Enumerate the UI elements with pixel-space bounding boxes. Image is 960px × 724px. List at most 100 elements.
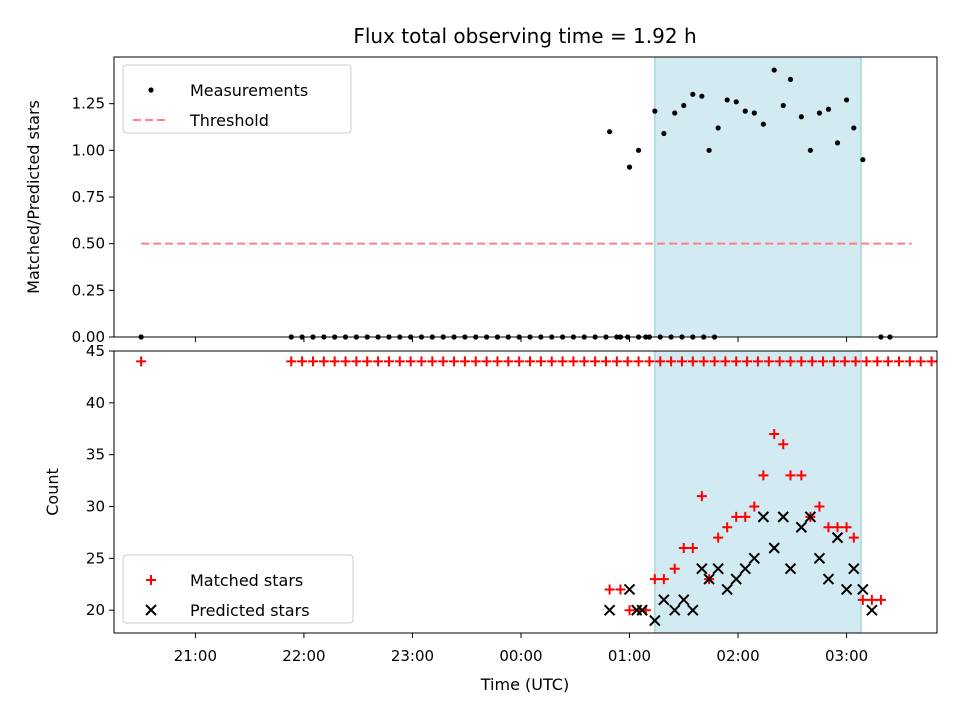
matched-stars-point — [481, 356, 492, 367]
matched-stars-point — [633, 356, 644, 367]
predicted-stars-point — [603, 604, 616, 616]
matched-stars-point — [796, 470, 807, 481]
top-y-tick-label: 0.50 — [72, 235, 105, 253]
matched-stars-point — [698, 356, 709, 367]
x-tick-label: 23:00 — [391, 647, 434, 665]
matched-stars-point — [828, 356, 839, 367]
matched-stars-point — [894, 356, 905, 367]
matched-stars-point — [720, 356, 731, 367]
predicted-stars-point — [748, 552, 761, 565]
bottom-y-tick-label: 30 — [86, 498, 105, 516]
predicted-stars-point — [822, 573, 835, 585]
matched-stars-point — [622, 356, 633, 367]
x-axis-label: Time (UTC) — [480, 675, 569, 694]
matched-stars-point — [318, 356, 329, 367]
legend-marker-measurements — [148, 87, 154, 93]
predicted-stars-point — [784, 563, 797, 575]
matched-stars-point — [649, 574, 660, 585]
measurement-point — [760, 121, 766, 127]
top-y-tick-label: 0.25 — [72, 281, 105, 299]
matched-stars-point — [875, 594, 886, 605]
top-y-tick-label: 1.00 — [72, 141, 105, 159]
matched-stars-point — [850, 356, 861, 367]
measurement-point — [661, 130, 667, 137]
matched-stars-point — [861, 356, 872, 367]
bottom-legend: Matched stars Predicted stars — [122, 554, 354, 624]
x-tick-label: 00:00 — [499, 647, 542, 665]
measurement-point — [652, 108, 658, 114]
measurement-point — [798, 114, 804, 120]
predicted-stars-point — [777, 511, 789, 523]
matched-stars-point — [579, 356, 590, 367]
matched-stars-point — [644, 356, 655, 367]
predicted-stars-point — [649, 614, 661, 627]
matched-stars-point — [713, 532, 724, 543]
matched-stars-point — [904, 356, 915, 367]
top-y-tick-label: 0.75 — [72, 188, 105, 206]
predicted-stars-point — [813, 552, 826, 565]
matched-stars-point — [666, 356, 677, 367]
matched-stars-point — [807, 356, 818, 367]
predicted-stars-point — [712, 563, 724, 575]
measurement-point — [807, 147, 813, 153]
measurement-point — [780, 102, 786, 109]
bottom-y-tick-label: 45 — [86, 342, 105, 360]
matched-stars-point — [669, 563, 680, 574]
legend-label: Matched stars — [190, 571, 303, 590]
measurement-point — [771, 67, 777, 73]
measurement-point — [825, 106, 832, 112]
matched-stars-point — [492, 356, 503, 367]
measurement-point — [733, 99, 739, 105]
x-tick-label: 21:00 — [174, 647, 217, 665]
matched-stars-point — [503, 356, 514, 367]
measurement-point — [699, 93, 705, 99]
measurement-point — [860, 157, 866, 163]
matched-stars-point — [696, 491, 707, 502]
matched-stars-point — [857, 594, 868, 605]
measurement-point — [715, 125, 721, 131]
matched-stars-point — [740, 511, 751, 522]
legend-marker-matched — [146, 575, 156, 585]
bottom-panel: 20 25 30 35 40 45 21:00 22:00 23:00 00:00 01:00 02… — [43, 342, 938, 694]
matched-stars-point — [769, 428, 780, 439]
predicted-stars-point — [703, 573, 715, 585]
matched-stars-point — [557, 356, 568, 367]
legend-label: Predicted stars — [190, 601, 310, 620]
matched-stars-point — [615, 584, 626, 595]
matched-stars-point — [687, 356, 698, 367]
matched-stars-point — [785, 470, 796, 481]
measurement-point — [834, 140, 841, 146]
predicted-stars-point — [696, 563, 708, 575]
matched-stars-point — [373, 356, 384, 367]
matched-stars-point — [709, 356, 720, 367]
top-panel: 0.00 0.25 0.50 0.75 1.00 1.25 Matched/Predict… — [24, 56, 938, 346]
predicted-stars-point — [636, 604, 648, 616]
matched-stars-point — [546, 356, 557, 367]
x-tick-label: 03:00 — [825, 647, 868, 665]
predicted-stars-point — [687, 604, 699, 616]
measurement-point — [607, 129, 613, 135]
matched-stars-point — [832, 522, 843, 533]
predicted-stars-point — [678, 594, 690, 606]
measurement-point — [626, 164, 633, 170]
matched-stars-point — [297, 356, 308, 367]
matched-stars-point — [731, 511, 742, 522]
matched-stars-point — [459, 356, 470, 367]
matched-stars-point — [823, 522, 834, 533]
matched-stars-point — [383, 356, 394, 367]
matched-stars-point — [590, 356, 601, 367]
matched-stars-point — [362, 356, 373, 367]
top-y-tick-label: 1.25 — [72, 95, 105, 113]
matched-stars-point — [604, 584, 615, 595]
matched-stars-point — [687, 542, 698, 553]
bottom-axes-frame — [113, 350, 938, 634]
matched-stars-point — [814, 501, 825, 512]
matched-stars-point — [883, 356, 894, 367]
matched-stars-point — [535, 356, 546, 367]
matched-stars-point — [394, 356, 405, 367]
matched-stars-point — [796, 356, 807, 367]
predicted-stars-point — [848, 563, 860, 575]
legend-box — [122, 64, 352, 134]
legend-marker-predicted — [145, 604, 157, 616]
